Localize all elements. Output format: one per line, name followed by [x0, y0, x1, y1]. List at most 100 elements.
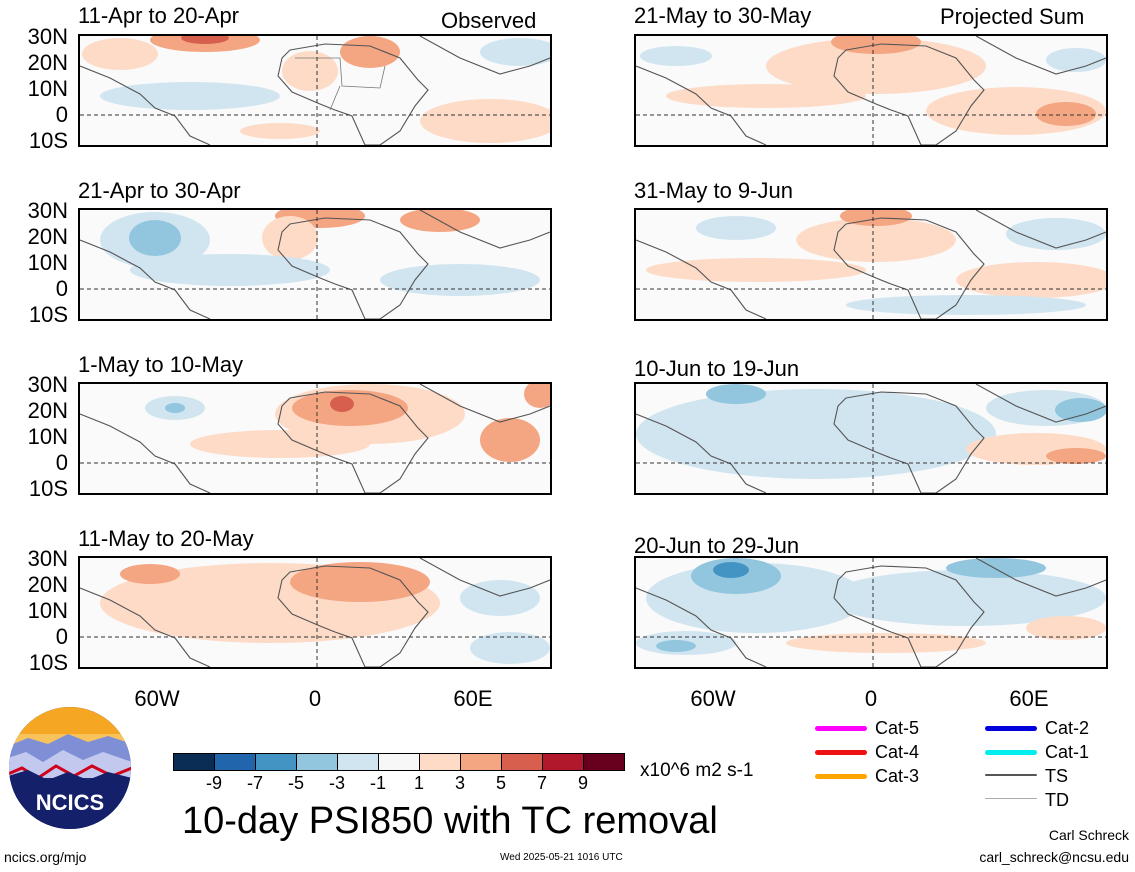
anomaly-positive: [240, 123, 320, 139]
footer-email[interactable]: carl_schreck@ncsu.edu: [979, 849, 1129, 865]
legend-label: Cat-1: [1045, 742, 1090, 762]
colorbar-swatch: [296, 753, 338, 771]
land-outline: [277, 217, 429, 319]
panel-title: 10-Jun to 19-Jun: [634, 356, 800, 381]
lat-label: 10S: [28, 302, 68, 327]
legend-line-swatch: [985, 798, 1037, 799]
colorbar-swatch: [337, 753, 379, 771]
legend-line-swatch: [985, 750, 1037, 755]
anomaly-negative: [1046, 48, 1106, 72]
coastline: [975, 384, 1106, 423]
lon-label: 0: [308, 686, 322, 711]
legend-label: TS: [1045, 766, 1069, 786]
land-outline: [833, 217, 985, 319]
panel-title: 11-May to 20-May: [78, 526, 254, 551]
colorbar-tick-label: 7: [536, 773, 547, 793]
footer-site-link[interactable]: ncics.org/mjo: [4, 849, 87, 865]
legend-label: Cat-5: [875, 718, 920, 738]
anomaly-negative: [129, 220, 181, 256]
anomaly-positive: [420, 99, 550, 143]
ncics-logo: NCICS: [8, 706, 132, 830]
lat-label: 0: [55, 276, 68, 301]
lon-label: 60W: [134, 686, 180, 711]
land-outline: [833, 43, 985, 145]
land-outline: [277, 391, 429, 493]
colorbar-swatch: [214, 753, 256, 771]
lat-label: 10N: [27, 76, 68, 101]
land-outline: [833, 565, 985, 667]
lat-label: 10N: [27, 424, 68, 449]
anomaly-positive: [956, 262, 1106, 298]
logo-text: NCICS: [36, 790, 104, 815]
coastline: [419, 558, 550, 597]
coastline: [636, 413, 767, 493]
map-panel-3: [78, 382, 552, 495]
lat-label: 0: [55, 450, 68, 475]
anomaly-negative: [100, 82, 280, 110]
coastline: [80, 413, 211, 493]
anomaly-negative: [380, 264, 540, 296]
anomaly-strong-negative: [713, 562, 749, 578]
colorbar-tick-label: 1: [413, 773, 424, 793]
colorbar-tick-label: 3: [454, 773, 465, 793]
coastline: [419, 210, 550, 249]
anomaly-positive: [340, 36, 400, 68]
anomaly-positive: [766, 38, 986, 94]
anomaly-positive: [480, 418, 540, 462]
anomaly-positive: [262, 216, 318, 260]
panel-title: 21-Apr to 30-Apr: [78, 178, 241, 203]
main-title: 10-day PSI850 with TC removal: [182, 800, 718, 842]
legend-label: Cat-2: [1045, 718, 1090, 738]
legend-line-swatch: [815, 750, 867, 755]
anomaly-negative: [1055, 398, 1106, 422]
panel-title: 11-Apr to 20-Apr: [78, 3, 240, 28]
legend-line-swatch: [815, 774, 867, 779]
anomaly-negative: [470, 632, 550, 664]
legend-label: TD: [1045, 790, 1069, 810]
anomaly-positive: [796, 218, 956, 262]
lon-label: 60E: [453, 686, 493, 711]
lat-label: 10S: [28, 650, 68, 675]
colorbar-swatch: [255, 753, 297, 771]
lat-label: 30N: [27, 198, 68, 223]
lat-label: 20N: [27, 572, 68, 597]
colorbar-units: x10^6 m2 s-1: [640, 760, 754, 781]
observed-label: Observed: [441, 8, 537, 33]
lon-label: 60E: [1009, 686, 1049, 711]
anomaly-positive: [1046, 448, 1106, 464]
colorbar-tick-label: -1: [369, 773, 386, 793]
anomaly-negative: [636, 389, 996, 479]
colorbar-tick-label: -9: [205, 773, 222, 793]
coastline: [975, 210, 1106, 249]
lat-label: 0: [55, 102, 68, 127]
coastline: [80, 239, 211, 319]
anomaly-negative: [826, 570, 1106, 626]
legend-line-swatch: [815, 726, 867, 731]
land-outline: [833, 391, 985, 493]
lon-label: 0: [864, 686, 878, 711]
coastline: [636, 239, 767, 319]
legend-line-swatch: [985, 726, 1037, 731]
anomaly-negative: [480, 38, 550, 66]
panel-title: 21-May to 30-May: [634, 3, 812, 28]
anomaly-negative: [640, 46, 712, 66]
anomaly-positive: [282, 51, 338, 91]
coastline: [975, 558, 1106, 597]
projected-sum-label: Projected Sum: [940, 4, 1085, 29]
colorbar-swatch: [583, 753, 625, 771]
map-panel-1: [78, 34, 552, 147]
lat-label: 30N: [27, 546, 68, 571]
lat-label: 20N: [27, 224, 68, 249]
footer-author: Carl Schreck: [1048, 827, 1129, 843]
panel-title: 20-Jun to 29-Jun: [634, 533, 800, 558]
lat-label: 0: [55, 624, 68, 649]
colorbar-tick-label: -7: [246, 773, 263, 793]
borders: [295, 57, 386, 111]
legend-label: Cat-3: [875, 766, 920, 786]
colorbar-swatch: [501, 753, 543, 771]
colorbar-tick-label: -3: [328, 773, 345, 793]
coastline: [419, 384, 550, 423]
map-panel-5: [634, 34, 1108, 147]
lat-label: 30N: [27, 24, 68, 49]
anomaly-positive: [1036, 102, 1096, 126]
